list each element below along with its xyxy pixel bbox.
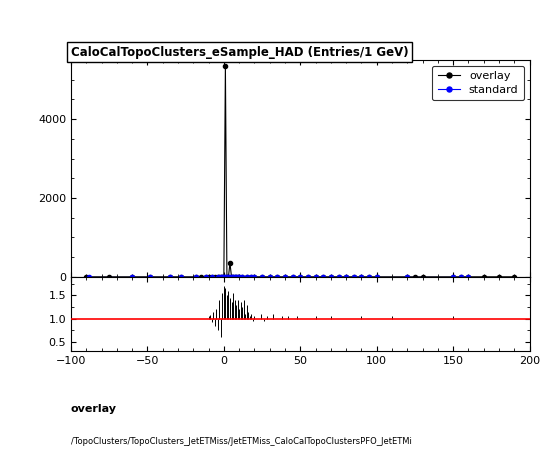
standard xyxy=(227,274,233,280)
overlay xyxy=(511,274,518,280)
standard xyxy=(202,274,209,280)
standard xyxy=(239,274,246,280)
standard xyxy=(236,274,242,280)
standard xyxy=(234,274,241,280)
standard xyxy=(259,274,265,280)
standard xyxy=(222,274,229,280)
standard xyxy=(129,274,135,280)
standard xyxy=(465,274,472,280)
standard xyxy=(458,274,464,280)
standard xyxy=(232,274,238,280)
standard xyxy=(282,274,288,280)
standard xyxy=(266,274,273,280)
standard xyxy=(366,274,372,280)
standard xyxy=(289,274,296,280)
standard xyxy=(328,274,334,280)
overlay xyxy=(305,274,311,280)
standard xyxy=(373,274,380,280)
Line: overlay: overlay xyxy=(84,64,517,279)
standard xyxy=(358,274,365,280)
standard xyxy=(233,274,239,280)
overlay xyxy=(83,274,90,280)
standard xyxy=(320,274,327,280)
standard xyxy=(450,274,456,280)
standard xyxy=(225,274,232,280)
Text: overlay: overlay xyxy=(71,404,117,414)
standard xyxy=(343,274,349,280)
standard xyxy=(248,274,254,280)
overlay xyxy=(228,274,235,280)
standard xyxy=(297,274,304,280)
standard xyxy=(217,274,224,280)
standard xyxy=(224,274,230,280)
standard xyxy=(228,274,235,280)
standard xyxy=(167,274,174,280)
overlay xyxy=(266,274,273,280)
overlay xyxy=(222,63,229,69)
standard xyxy=(251,274,258,280)
standard xyxy=(193,274,200,280)
standard xyxy=(312,274,319,280)
standard xyxy=(219,274,225,280)
standard xyxy=(230,274,236,280)
standard xyxy=(221,274,227,280)
standard xyxy=(215,274,221,280)
standard xyxy=(404,274,411,280)
standard xyxy=(86,274,93,280)
standard xyxy=(178,274,185,280)
Line: standard: standard xyxy=(87,275,471,279)
standard xyxy=(335,274,342,280)
standard xyxy=(305,274,311,280)
standard xyxy=(244,274,250,280)
standard xyxy=(147,274,154,280)
overlay xyxy=(289,274,296,280)
Text: CaloCalTopoClusters_eSample_HAD (Entries/1 GeV): CaloCalTopoClusters_eSample_HAD (Entries… xyxy=(71,46,408,59)
overlay xyxy=(106,274,112,280)
standard xyxy=(274,274,281,280)
Legend: overlay, standard: overlay, standard xyxy=(432,66,524,100)
overlay xyxy=(351,274,357,280)
Text: /TopoClusters/TopoClusters_JetETMiss/JetETMiss_CaloCalTopoClustersPFO_JetETMi: /TopoClusters/TopoClusters_JetETMiss/Jet… xyxy=(71,437,412,445)
standard xyxy=(351,274,357,280)
standard xyxy=(209,274,215,280)
